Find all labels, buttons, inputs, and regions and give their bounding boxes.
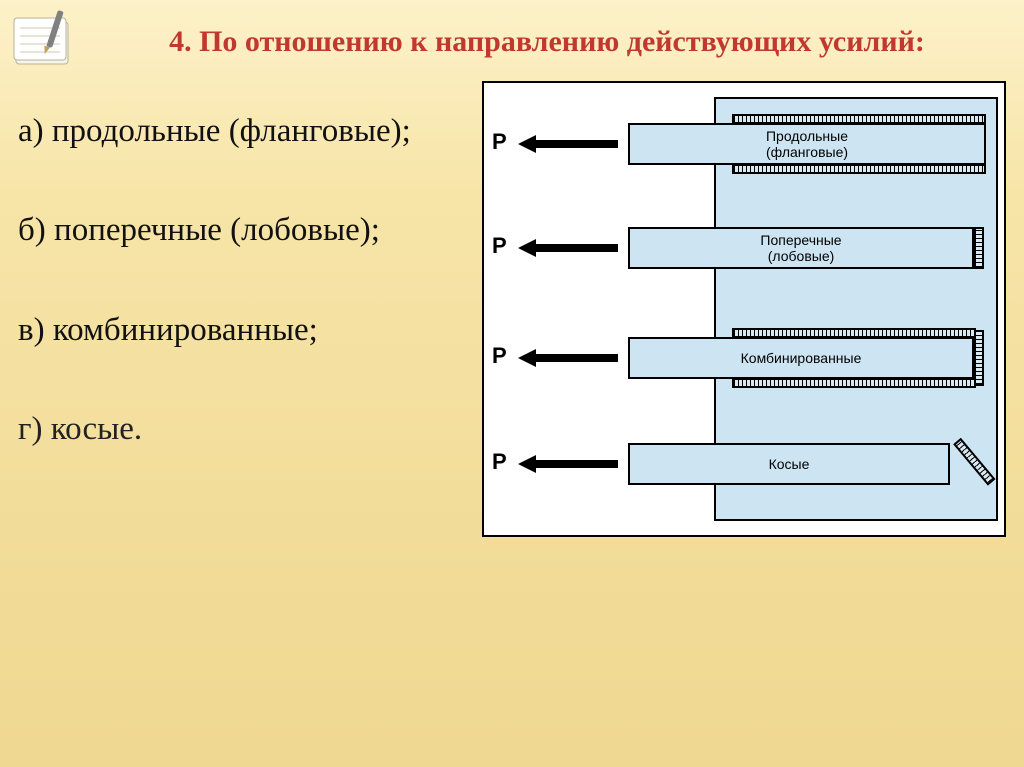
force-arrow-icon <box>518 133 618 155</box>
weld-seam <box>974 330 984 386</box>
beam-label-line1: Поперечные <box>760 232 841 248</box>
diagram-row-combined: Р Комбинированные <box>492 321 996 397</box>
list-item: г) косые. <box>18 409 478 450</box>
list-item: б) поперечные (лобовые); <box>18 210 478 251</box>
weld-seam <box>732 328 976 338</box>
force-arrow-icon <box>518 347 618 369</box>
force-arrow-icon <box>518 453 618 475</box>
force-label: Р <box>492 343 507 369</box>
beam-label-line1: Продольные <box>766 128 848 144</box>
beam-label-line2: (лобовые) <box>768 248 835 264</box>
diagram-row-longitudinal: Р Продольные (фланговые) <box>492 107 996 183</box>
force-label: Р <box>492 233 507 259</box>
weld-seam <box>953 438 995 486</box>
diagram-row-transverse: Р Поперечные (лобовые) <box>492 211 996 287</box>
beam-label-line2: (фланговые) <box>766 144 848 160</box>
list-item: а) продольные (фланговые); <box>18 111 478 152</box>
weld-diagram: Р Продольные (фланговые) Р <box>482 81 1006 537</box>
figure-canvas: Р Продольные (фланговые) Р <box>484 89 1004 529</box>
beam: Косые <box>628 443 950 485</box>
beam-label-line1: Косые <box>769 456 810 472</box>
notepad-icon <box>10 8 80 72</box>
force-label: Р <box>492 449 507 475</box>
weld-seam <box>974 227 984 269</box>
force-label: Р <box>492 129 507 155</box>
force-arrow-icon <box>518 237 618 259</box>
weld-seam <box>732 114 986 124</box>
slide: 4. По отношению к направлению действующи… <box>0 0 1024 767</box>
beam-label-line1: Комбинированные <box>741 350 862 366</box>
beam: Комбинированные <box>628 337 974 379</box>
slide-title: 4. По отношению к направлению действующи… <box>0 0 1024 71</box>
list-item: в) комбинированные; <box>18 310 478 351</box>
beam: Продольные (фланговые) <box>628 123 986 165</box>
item-list: а) продольные (фланговые); б) поперечные… <box>18 81 478 450</box>
beam: Поперечные (лобовые) <box>628 227 974 269</box>
weld-seam <box>732 164 986 174</box>
weld-seam <box>732 378 976 388</box>
diagram-row-oblique: Р Косые <box>492 427 996 503</box>
content-area: а) продольные (фланговые); б) поперечные… <box>0 71 1024 537</box>
